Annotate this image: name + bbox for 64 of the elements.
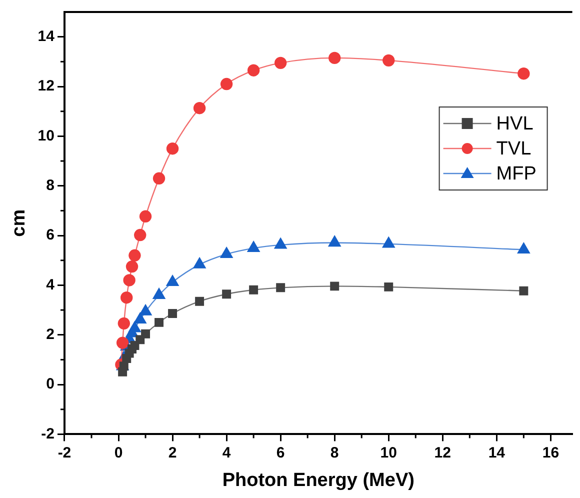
point [518, 67, 530, 80]
legend-label: TVL [496, 138, 532, 160]
x-tick-label: 6 [276, 444, 285, 462]
point [154, 318, 164, 327]
legend-label: HVL [496, 114, 534, 135]
y-tick-label: 2 [46, 326, 54, 343]
y-tick-label: 14 [38, 28, 56, 45]
point [139, 304, 152, 316]
x-tick-label: 2 [168, 444, 177, 462]
point [220, 78, 233, 90]
point [382, 54, 395, 67]
x-axis-title: Photon Energy (MeV) [222, 470, 414, 491]
point [134, 312, 146, 324]
point [118, 317, 130, 330]
point [276, 283, 286, 292]
point [116, 336, 129, 349]
point [128, 249, 141, 262]
x-tick-label: 4 [222, 444, 232, 462]
point [141, 329, 150, 338]
point [123, 274, 136, 286]
y-axis-title: cm [8, 209, 30, 237]
y-tick-label: 6 [46, 226, 54, 244]
point [274, 238, 287, 249]
point [382, 236, 395, 248]
point [274, 56, 287, 70]
point [519, 286, 528, 296]
x-tick-label: 14 [488, 444, 506, 462]
point [119, 362, 128, 371]
point [384, 282, 394, 292]
legend-label: MFP [496, 164, 536, 185]
point [166, 275, 179, 286]
point [328, 52, 341, 64]
point [126, 260, 138, 273]
y-tick-label: 12 [38, 78, 54, 95]
y-tick-label: 4 [46, 276, 56, 294]
y-tick-label: 0 [46, 376, 54, 393]
point [247, 64, 260, 76]
point [222, 290, 232, 299]
x-tick-label: 10 [380, 444, 397, 462]
x-tick-label: 0 [114, 444, 123, 462]
point [328, 236, 341, 247]
y-tick-label: 8 [46, 176, 54, 194]
x-tick-label: 16 [542, 444, 560, 462]
point [193, 102, 206, 114]
point [152, 172, 166, 184]
point [168, 309, 178, 318]
x-tick-label: 12 [434, 444, 451, 462]
y-tick-label: -2 [41, 425, 54, 442]
point [128, 321, 141, 332]
point [249, 285, 258, 294]
point [134, 228, 146, 242]
point [120, 292, 133, 304]
point [193, 257, 206, 268]
point [330, 282, 340, 291]
point [139, 210, 152, 222]
y-tick-label: 10 [38, 127, 54, 144]
point [517, 242, 530, 254]
point [247, 241, 260, 252]
point [220, 247, 233, 258]
x-tick-label: -2 [58, 444, 72, 462]
point [166, 142, 179, 155]
point [195, 296, 204, 306]
point [152, 288, 166, 299]
x-tick-label: 8 [330, 444, 339, 462]
